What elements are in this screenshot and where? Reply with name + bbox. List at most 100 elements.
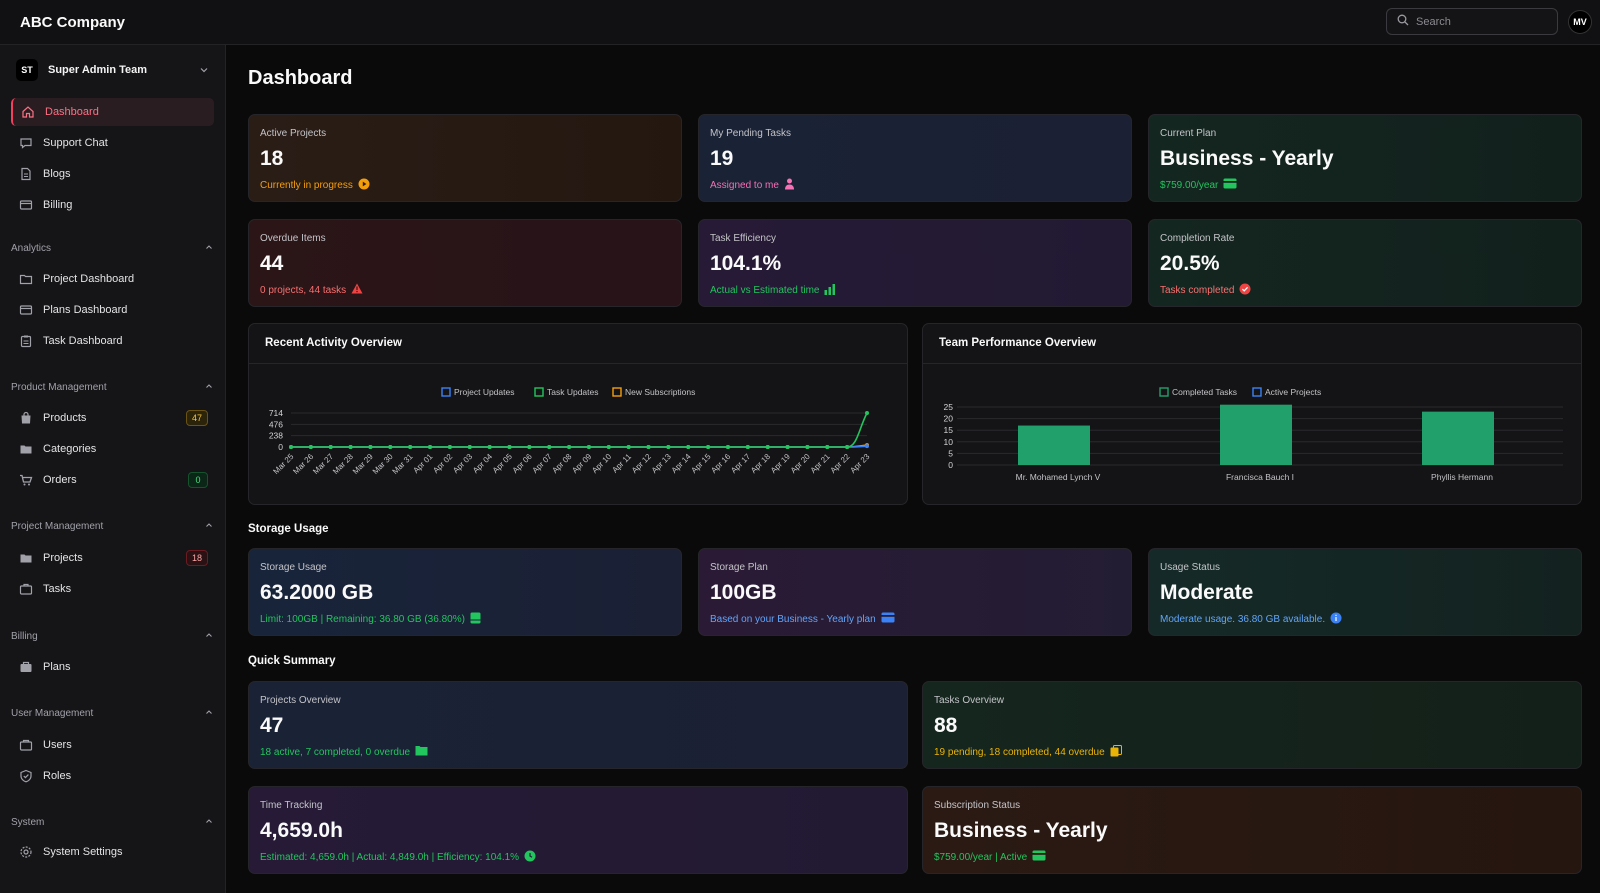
stat-card-current-plan[interactable]: Current Plan Business - Yearly $759.00/y… xyxy=(1148,114,1582,202)
stat-subtext: Limit: 100GB | Remaining: 36.80 GB (36.8… xyxy=(260,612,481,627)
x-tick-label: Mar 30 xyxy=(371,452,395,476)
section-title: User Management xyxy=(11,708,94,719)
folder-icon xyxy=(19,551,33,565)
sidebar-item-label: Projects xyxy=(43,552,83,564)
legend-swatch xyxy=(612,387,622,397)
stat-card-active-projects[interactable]: Active Projects 18 Currently in progress xyxy=(248,114,682,202)
user-avatar[interactable]: MV xyxy=(1568,10,1592,34)
legend-swatch xyxy=(1159,387,1169,397)
chevron-up-icon xyxy=(204,707,214,720)
stat-label: Projects Overview xyxy=(260,695,341,706)
stat-subtext-label: Based on your Business - Yearly plan xyxy=(710,613,876,625)
briefcase-icon xyxy=(19,582,33,596)
clipboard-icon xyxy=(19,334,33,348)
stat-subtext-label: 0 projects, 44 tasks xyxy=(260,284,347,296)
shield-check-icon xyxy=(19,769,33,783)
x-tick-label: Apr 22 xyxy=(829,452,852,475)
storage-usage-card[interactable]: Storage Usage 63.2000 GB Limit: 100GB | … xyxy=(248,548,682,636)
data-point xyxy=(785,445,790,449)
sidebar-item-dashboard[interactable]: Dashboard xyxy=(11,98,214,126)
x-tick-label: Apr 08 xyxy=(550,452,573,475)
sidebar-item-project-dashboard[interactable]: Project Dashboard xyxy=(11,265,214,293)
stat-card-overdue-items[interactable]: Overdue Items 44 0 projects, 44 tasks xyxy=(248,219,682,307)
package-icon xyxy=(19,660,33,674)
section-project-management-header[interactable]: Project Management xyxy=(11,520,214,533)
sidebar-item-label: Orders xyxy=(43,474,77,486)
activity-line-chart[interactable]: Project Updates Task Updates New Subscript… xyxy=(249,364,909,504)
time-tracking-card[interactable]: Time Tracking 4,659.0h Estimated: 4,659.… xyxy=(248,786,908,874)
sidebar-item-label: Dashboard xyxy=(45,106,99,118)
data-point xyxy=(308,445,313,449)
section-title: System xyxy=(11,817,45,828)
team-avatar: ST xyxy=(16,59,38,81)
count-badge: 0 xyxy=(188,472,208,488)
team-switcher[interactable]: ST Super Admin Team xyxy=(16,58,210,82)
folder-icon xyxy=(19,442,33,456)
count-badge: 18 xyxy=(185,550,208,566)
sidebar-item-plans[interactable]: Plans xyxy=(11,653,214,681)
stat-value: 44 xyxy=(260,252,284,275)
x-tick-label: Mr. Mohamed Lynch V xyxy=(1016,472,1101,482)
x-tick-label: Apr 04 xyxy=(471,452,494,475)
search-box[interactable] xyxy=(1386,8,1558,35)
x-tick-label: Apr 20 xyxy=(789,452,812,475)
sidebar-item-label: Tasks xyxy=(43,583,72,595)
usage-status-card[interactable]: Usage Status Moderate Moderate usage. 36… xyxy=(1148,548,1582,636)
subscription-status-card[interactable]: Subscription Status Business - Yearly $7… xyxy=(922,786,1582,874)
sidebar-item-billing[interactable]: Billing xyxy=(11,191,214,219)
stat-card-task-efficiency[interactable]: Task Efficiency 104.1% Actual vs Estimat… xyxy=(698,219,1132,307)
legend-label: Completed Tasks xyxy=(1172,387,1237,397)
section-user-management-header[interactable]: User Management xyxy=(11,707,214,720)
sidebar-item-categories[interactable]: Categories xyxy=(11,435,214,463)
data-point xyxy=(428,445,433,449)
check-circle-icon xyxy=(1239,283,1251,298)
sidebar-item-support-chat[interactable]: Support Chat xyxy=(11,129,214,157)
legend-label: Project Updates xyxy=(454,387,514,397)
sidebar-item-users[interactable]: Users xyxy=(11,731,214,759)
chat-icon xyxy=(19,136,33,150)
chevron-down-icon xyxy=(198,63,210,81)
sidebar-item-orders[interactable]: Orders 0 xyxy=(11,466,214,494)
sidebar-item-roles[interactable]: Roles xyxy=(11,762,214,790)
sidebar-item-label: System Settings xyxy=(43,846,123,858)
stat-label: Overdue Items xyxy=(260,233,326,244)
legend-swatch xyxy=(1252,387,1262,397)
x-tick-label: Apr 13 xyxy=(650,452,673,475)
projects-overview-card[interactable]: Projects Overview 47 18 active, 7 comple… xyxy=(248,681,908,769)
storage-plan-card[interactable]: Storage Plan 100GB Based on your Busines… xyxy=(698,548,1132,636)
section-title: Analytics xyxy=(11,243,52,254)
y-tick-label: 476 xyxy=(269,419,283,429)
search-input[interactable] xyxy=(1416,15,1546,28)
divider xyxy=(923,363,1581,364)
stat-subtext: 18 active, 7 completed, 0 overdue xyxy=(260,745,428,759)
data-point xyxy=(368,445,373,449)
chevron-up-icon xyxy=(204,630,214,643)
section-product-management-header[interactable]: Product Management xyxy=(11,381,214,394)
data-point xyxy=(725,445,730,449)
sidebar-item-products[interactable]: Products 47 xyxy=(11,404,214,432)
company-name[interactable]: ABC Company xyxy=(20,13,126,31)
x-tick-label: Mar 26 xyxy=(291,452,315,476)
sidebar-item-plans-dashboard[interactable]: Plans Dashboard xyxy=(11,296,214,324)
y-tick-label: 0 xyxy=(278,442,283,452)
data-point xyxy=(805,445,810,449)
sidebar-item-projects[interactable]: Projects 18 xyxy=(11,544,214,572)
section-analytics-header[interactable]: Analytics xyxy=(11,242,214,255)
section-system-header[interactable]: System xyxy=(11,816,214,829)
sidebar-item-task-dashboard[interactable]: Task Dashboard xyxy=(11,327,214,355)
stat-card-completion-rate[interactable]: Completion Rate 20.5% Tasks completed xyxy=(1148,219,1582,307)
sidebar-item-system-settings[interactable]: System Settings xyxy=(11,838,214,866)
stat-card-pending-tasks[interactable]: My Pending Tasks 19 Assigned to me xyxy=(698,114,1132,202)
sidebar-item-tasks[interactable]: Tasks xyxy=(11,575,214,603)
stat-subtext-label: 19 pending, 18 completed, 44 overdue xyxy=(934,747,1105,758)
section-billing-header[interactable]: Billing xyxy=(11,630,214,643)
stat-value: 4,659.0h xyxy=(260,819,343,842)
data-point xyxy=(745,445,750,449)
sidebar-item-label: Plans xyxy=(43,661,71,673)
home-icon xyxy=(21,105,35,119)
tasks-overview-card[interactable]: Tasks Overview 88 19 pending, 18 complet… xyxy=(922,681,1582,769)
stat-label: Subscription Status xyxy=(934,800,1021,811)
x-tick-label: Apr 15 xyxy=(689,452,712,475)
sidebar-item-blogs[interactable]: Blogs xyxy=(11,160,214,188)
